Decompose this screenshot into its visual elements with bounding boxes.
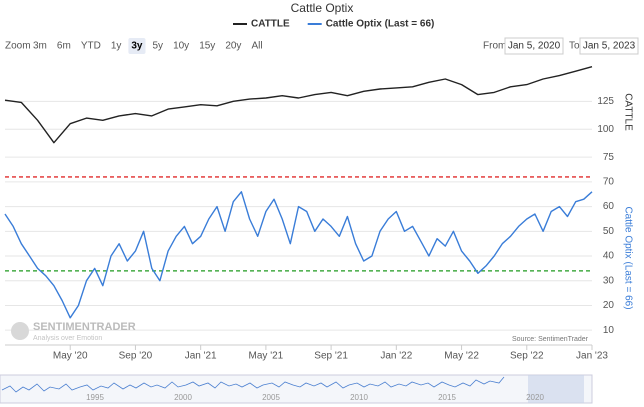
zoom-button-label[interactable]: 5y [153,41,164,52]
from-label: From [483,41,506,52]
navigator-label: 1995 [86,393,104,402]
navigator-label: 2020 [526,393,544,402]
x-tick-label: Jan '21 [185,351,217,362]
y-tick-label: 125 [597,96,614,107]
legend-label[interactable]: CATTLE [251,19,290,30]
zoom-button-label[interactable]: 20y [225,41,241,52]
navigator-window[interactable] [528,375,584,403]
y2-tick-label: 40 [603,251,615,262]
navigator-label: 2015 [438,393,456,402]
y2-tick-label: 10 [603,325,615,336]
from-input[interactable] [504,37,564,55]
series-line [4,66,593,144]
x-tick-label: Sep '22 [510,351,544,362]
x-tick-label: Jan '22 [380,351,412,362]
source: Source: SentimenTrader [512,336,589,343]
x-tick-label: Sep '21 [314,351,348,362]
logo-tagline: Analysis over Emotion [33,335,102,342]
navigator-label: 2000 [174,393,192,402]
zoom-button-label[interactable]: All [251,41,262,52]
y2-tick-label: 50 [603,226,615,237]
y-axis-title: CATTLE [622,93,633,131]
series-line [4,191,593,319]
zoom-label: Zoom [5,41,31,52]
x-tick-label: May '21 [249,351,284,362]
zoom-button-label[interactable]: YTD [81,41,101,52]
x-tick-label: May '22 [444,351,479,362]
x-tick-label: Jan '23 [576,351,608,362]
y2-tick-label: 20 [603,300,615,311]
navigator-label: 2010 [350,393,368,402]
legend-label[interactable]: Cattle Optix (Last = 66) [326,19,435,30]
to-label: To [569,41,580,52]
zoom-button-label[interactable]: 3m [33,41,47,52]
x-tick-label: Sep '20 [119,351,153,362]
y2-tick-label: 60 [603,201,615,212]
y2-tick-label: 70 [603,177,615,188]
navigator-label: 2005 [262,393,280,402]
y-tick-label: 75 [603,152,615,163]
logo: SENTIMENTRADER [33,321,136,333]
zoom-button-label[interactable]: 3y [131,41,143,52]
y-tick-label: 100 [597,124,614,135]
navigator[interactable] [0,374,593,404]
navigator-line [1,376,505,393]
from-date[interactable]: Jan 5, 2020 [508,41,561,52]
to-input[interactable] [579,37,639,55]
x-tick-label: May '20 [53,351,88,362]
zoom-button-label[interactable]: 6m [57,41,71,52]
zoom-button-label[interactable]: 10y [173,41,189,52]
logo-icon [11,322,29,340]
y2-axis-title: Cattle Optix (Last = 66) [622,206,633,309]
to-date[interactable]: Jan 5, 2023 [583,41,636,52]
y2-tick-label: 30 [603,275,615,286]
zoom-button-label[interactable]: 15y [199,41,215,52]
chart-title: Cattle Optix [291,1,354,15]
zoom-button-label[interactable]: 1y [111,41,122,52]
zoom-button[interactable] [128,38,146,54]
